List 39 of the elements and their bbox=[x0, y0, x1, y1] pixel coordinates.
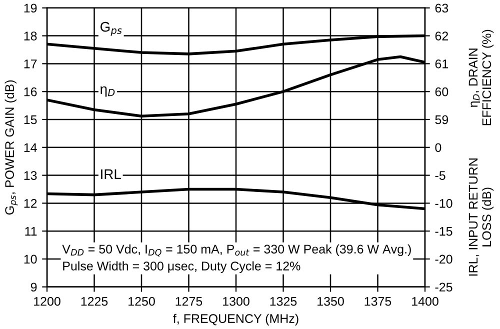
y-tick-label: 9 bbox=[30, 282, 37, 292]
y2-tick-label: 63 bbox=[435, 4, 448, 13]
x-tick-label: 1325 bbox=[270, 296, 297, 306]
y3-tick-label: 0 bbox=[435, 143, 442, 152]
x-tick-label: 1200 bbox=[34, 296, 60, 306]
x-axis-title: f, FREQUENCY (MHz) bbox=[173, 314, 298, 326]
y-tick-label: 13 bbox=[24, 171, 37, 180]
y3-tick-label: -25 bbox=[435, 282, 452, 292]
y-tick-label: 17 bbox=[24, 60, 37, 68]
y3-axis-title: IRL, INPUT RETURN LOSS (dB) bbox=[468, 158, 494, 276]
x-tick-label: 1300 bbox=[223, 296, 250, 306]
y2-tick-label: 60 bbox=[435, 87, 448, 96]
y-tick-label: 19 bbox=[24, 4, 37, 13]
x-tick-label: 1225 bbox=[81, 296, 108, 306]
y-tick-label: 15 bbox=[24, 115, 37, 124]
y3-tick-label: -5 bbox=[435, 171, 446, 180]
y2-axis-title: η$_{D}$, DRAIN EFFICIENCY (%) bbox=[468, 30, 494, 126]
x-tick-label: 1400 bbox=[412, 296, 438, 306]
y-tick-label: 10 bbox=[24, 254, 37, 264]
y-tick-label: 14 bbox=[24, 143, 37, 152]
x-tick-label: 1375 bbox=[364, 296, 392, 306]
series-label: G$_{ps}$ bbox=[100, 22, 122, 36]
y-tick-label: 16 bbox=[24, 87, 37, 96]
series-label: IRL bbox=[101, 169, 121, 179]
x-tick-label: 1275 bbox=[176, 296, 202, 306]
y-tick-label: 11 bbox=[25, 227, 37, 236]
x-tick-label: 1250 bbox=[128, 296, 155, 306]
x-tick-label: 1350 bbox=[318, 296, 344, 306]
y3-tick-label: -10 bbox=[435, 198, 452, 208]
series-label: η$_{D}$ bbox=[100, 86, 115, 97]
y-tick-label: 18 bbox=[24, 32, 37, 40]
y3-tick-label: -20 bbox=[435, 254, 452, 264]
y3-tick-label: -15 bbox=[435, 227, 452, 236]
y2-tick-label: 59 bbox=[435, 115, 448, 124]
y2-tick-label: 62 bbox=[435, 32, 448, 40]
annotation: V$_{DD}$ = 50 Vdc, I$_{DQ}$ = 150 mA, P$_{out}$ = 330 W Peak (39.6 W Avg.) Pulse Width = 300 μsec, Duty Cycle = 12% bbox=[62, 244, 411, 273]
y-axis-title: G$_{ps}$, POWER GAIN (dB) bbox=[4, 80, 18, 215]
y-tick-label: 12 bbox=[24, 198, 37, 208]
y2-tick-label: 61 bbox=[435, 59, 448, 68]
